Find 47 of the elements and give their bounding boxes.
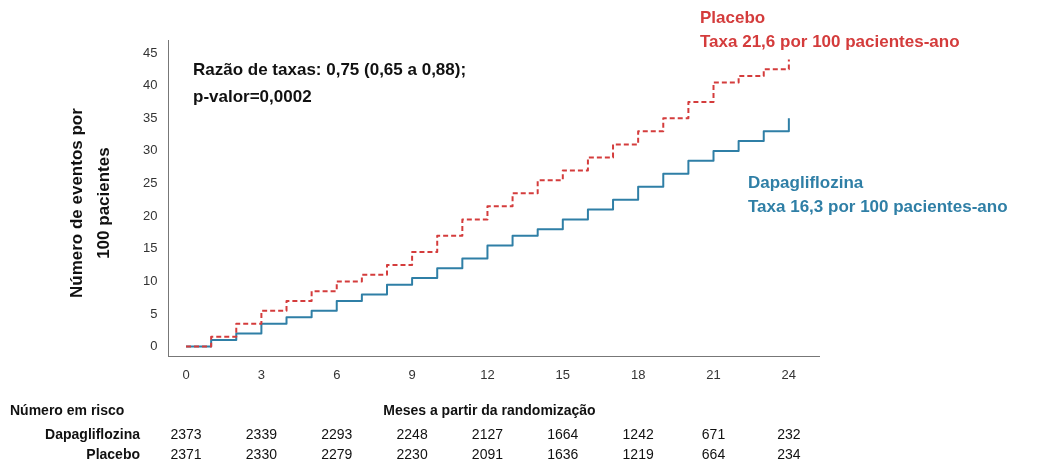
annotation: Taxa 16,3 por 100 pacientes-ano bbox=[748, 196, 1008, 216]
y-tick-label: 30 bbox=[142, 142, 158, 158]
x-tick-label: 18 bbox=[630, 366, 646, 382]
text: 2248 bbox=[396, 425, 428, 442]
y-tick-label: 40 bbox=[142, 77, 158, 93]
y-tick-label: 10 bbox=[142, 272, 158, 288]
text: Dapagliflozina bbox=[45, 425, 141, 442]
annotation: Taxa 21,6 por 100 pacientes-ano bbox=[700, 31, 960, 51]
x-axis-title: Meses a partir da randomização bbox=[383, 401, 596, 418]
series-label: Dapagliflozina bbox=[748, 172, 864, 192]
text: 2279 bbox=[321, 445, 353, 462]
text: 2339 bbox=[245, 425, 278, 442]
text: 1242 bbox=[622, 425, 654, 442]
text: 1664 bbox=[547, 425, 579, 442]
x-tick-label: 12 bbox=[480, 366, 495, 382]
y-tick-label: 45 bbox=[142, 44, 158, 60]
y-tick-label: 5 bbox=[150, 305, 158, 321]
text: 2127 bbox=[471, 425, 504, 442]
text: 1636 bbox=[547, 445, 579, 462]
x-tick-label: 6 bbox=[333, 366, 341, 382]
text: 2230 bbox=[396, 445, 428, 462]
text: 664 bbox=[701, 445, 726, 462]
text: Placebo bbox=[86, 445, 140, 462]
y-tick-label: 0 bbox=[150, 338, 158, 354]
annotation: Razão de taxas: 0,75 (0,65 a 0,88); p-valor=0,0002 bbox=[193, 59, 467, 106]
text: 2091 bbox=[471, 445, 504, 462]
x-tick-label: 0 bbox=[182, 366, 190, 382]
text: Placebo bbox=[700, 7, 766, 27]
text: 234 bbox=[777, 445, 801, 462]
y-tick-label: 25 bbox=[142, 175, 158, 191]
text: 2330 bbox=[245, 445, 278, 462]
y-tick-label: 35 bbox=[142, 109, 158, 125]
text: 1219 bbox=[622, 445, 654, 462]
x-tick-label: 3 bbox=[257, 366, 266, 382]
x-tick-label: 24 bbox=[781, 366, 797, 382]
y-tick-label: 20 bbox=[142, 207, 158, 223]
text: 2293 bbox=[321, 425, 353, 442]
text: 2373 bbox=[170, 425, 202, 442]
x-tick-label: 21 bbox=[706, 366, 721, 382]
y-tick-label: 15 bbox=[142, 240, 158, 256]
text: 2371 bbox=[170, 445, 202, 462]
text: 232 bbox=[777, 425, 801, 442]
x-tick-label: 9 bbox=[408, 366, 416, 382]
text: 671 bbox=[701, 425, 726, 442]
text: Número em risco bbox=[10, 401, 125, 418]
y-axis-title: Número de eventos por 100 pacientes bbox=[66, 107, 113, 299]
x-tick-label: 15 bbox=[555, 366, 571, 382]
